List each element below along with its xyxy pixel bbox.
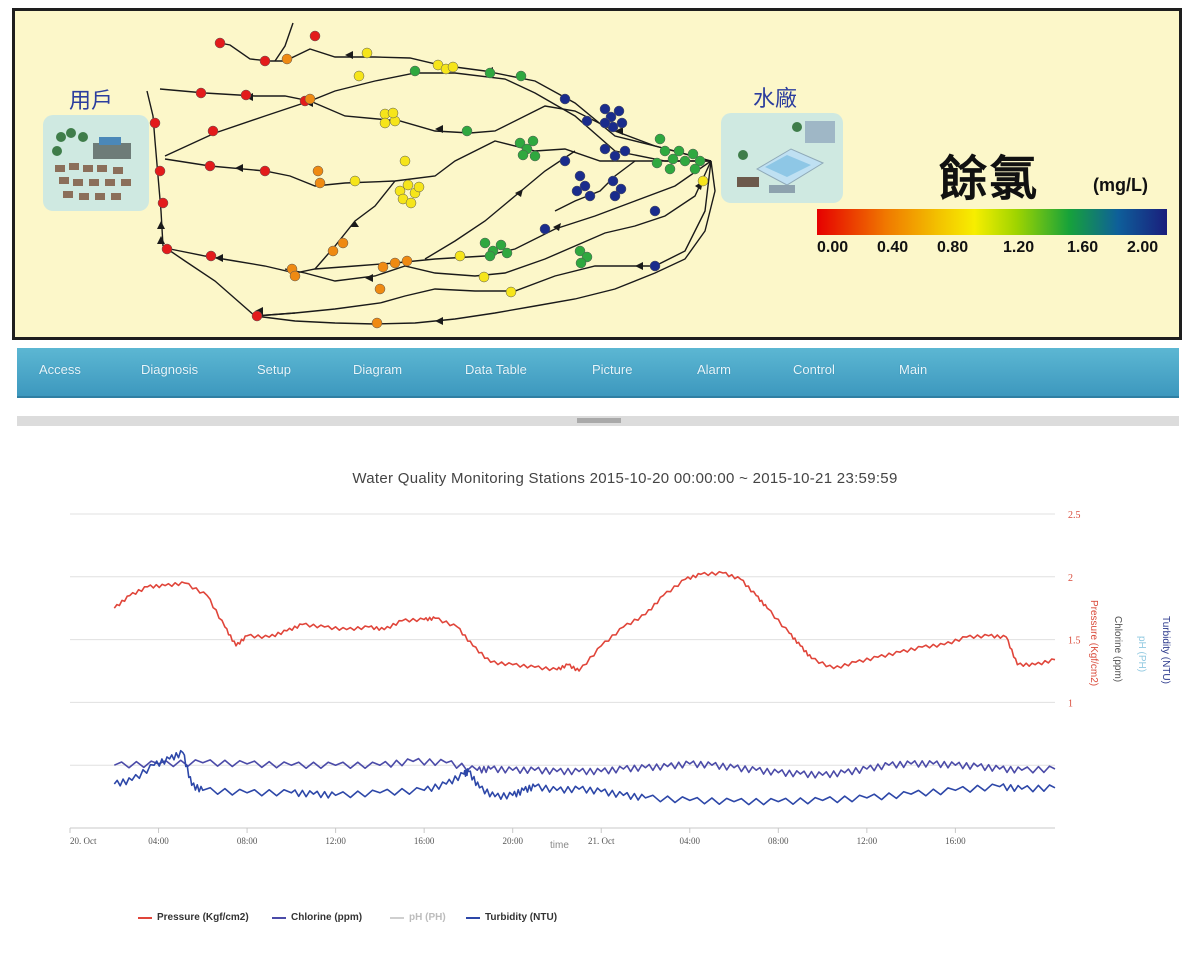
legend-label: Chlorine (ppm) [291, 912, 363, 923]
panel-splitter[interactable] [17, 416, 1179, 426]
pipe-line [254, 160, 716, 325]
nav-setup[interactable]: Setup [257, 362, 291, 377]
x-tick-label: 21. Oct [588, 836, 615, 846]
legend-label: pH (PH) [409, 912, 446, 923]
axis-title-pressure: Pressure (Kgf/cm2) [1088, 600, 1099, 687]
y-tick-label: 1.5 [1068, 636, 1081, 647]
x-tick-label: 16:00 [945, 836, 966, 846]
x-tick-label: 12:00 [857, 836, 878, 846]
legend-item-ph[interactable]: pH (PH) [390, 912, 446, 923]
axis-title-chlorine: Chlorine (ppm) [1112, 616, 1123, 683]
legend-swatch [390, 916, 404, 919]
splitter-handle[interactable] [577, 418, 621, 423]
pipe-line [164, 160, 712, 274]
nav-alarm[interactable]: Alarm [697, 362, 731, 377]
axis-title-ph: pH (PH) [1136, 636, 1147, 673]
legend-swatch [138, 916, 152, 919]
y-tick-label: 1 [1068, 698, 1073, 709]
y-tick-label: 2 [1068, 573, 1073, 584]
nav-control[interactable]: Control [793, 362, 835, 377]
chart-title: Water Quality Monitoring Stations 2015-1… [352, 470, 898, 487]
user-buildings-icon [43, 115, 149, 211]
x-axis-title: time [550, 840, 569, 851]
series-line-turbidity[interactable] [113, 749, 1056, 806]
legend-unit: (mg/L) [1093, 175, 1148, 195]
legend-item-pressure[interactable]: Pressure (Kgf/cm2) [138, 912, 249, 923]
y-tick-label: 2.5 [1068, 510, 1081, 521]
scale-tick: 0.00 [817, 239, 849, 256]
scale-tick: 1.60 [1067, 239, 1099, 256]
legend-title: 餘氯 [939, 151, 1040, 207]
main-nav-bar: Access Diagnosis Setup Diagram Data Tabl… [17, 348, 1179, 398]
legend-swatch [272, 916, 286, 919]
network-pipes-svg [146, 22, 716, 329]
nav-diagram[interactable]: Diagram [353, 362, 403, 377]
nav-picture[interactable]: Picture [592, 362, 633, 377]
pipe-line [554, 160, 636, 212]
color-scale-bar [817, 209, 1167, 235]
series-line-pressure[interactable] [113, 570, 1056, 672]
scale-tick: 0.40 [877, 239, 909, 256]
nav-access[interactable]: Access [39, 362, 81, 377]
x-tick-label: 04:00 [148, 836, 169, 846]
x-tick-label: 16:00 [414, 836, 435, 846]
x-tick-label: 08:00 [768, 836, 789, 846]
pipe-line [254, 160, 712, 317]
x-tick-label: 04:00 [680, 836, 701, 846]
legend-swatch [466, 916, 480, 919]
x-tick-label: 20. Oct [70, 836, 97, 846]
x-tick-label: 08:00 [237, 836, 258, 846]
pipe-line [284, 160, 712, 282]
plant-site-label: 水廠 [753, 87, 798, 112]
x-tick-label: 20:00 [502, 836, 523, 846]
legend-item-turbidity[interactable]: Turbidity (NTU) [466, 912, 557, 923]
nav-diagnosis[interactable]: Diagnosis [141, 362, 199, 377]
pipe-line [162, 245, 296, 317]
nav-data-table[interactable]: Data Table [465, 362, 527, 377]
user-site-label: 用戶 [69, 89, 114, 114]
legend-label: Pressure (Kgf/cm2) [157, 912, 249, 923]
x-tick-label: 12:00 [325, 836, 346, 846]
distribution-network-map: 用戶 水廠 餘氯 (mg/L) 0.00 0.40 0.80 1.20 1 [12, 8, 1182, 340]
series-line-chlorine[interactable] [113, 757, 1056, 779]
axis-title-turbidity: Turbidity (NTU) [1160, 616, 1171, 684]
scale-tick: 2.00 [1127, 239, 1159, 256]
scale-tick: 1.20 [1003, 239, 1035, 256]
pipe-line [164, 140, 711, 187]
pipe-line [424, 150, 576, 260]
legend-label: Turbidity (NTU) [485, 912, 558, 923]
water-plant-icon [721, 113, 843, 203]
legend-item-chlorine[interactable]: Chlorine (ppm) [272, 912, 362, 923]
nav-main[interactable]: Main [899, 362, 928, 377]
pipe-line [274, 22, 294, 62]
pipe-line [146, 90, 164, 247]
scale-tick: 0.80 [937, 239, 969, 256]
color-scale-ticks: 0.00 0.40 0.80 1.20 1.60 2.00 [811, 239, 1179, 261]
